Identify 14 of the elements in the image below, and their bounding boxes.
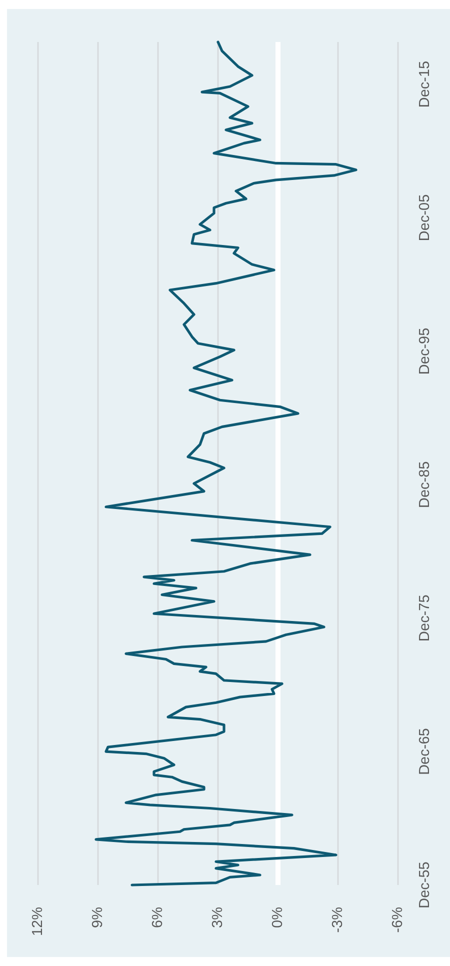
x-tick-label: 3% bbox=[210, 906, 226, 928]
x-tick-label: -3% bbox=[330, 906, 346, 933]
x-tick-label: 9% bbox=[90, 906, 106, 928]
x-tick-label: -6% bbox=[390, 906, 406, 933]
y-tick-label: Dec-05 bbox=[416, 194, 433, 242]
y-tick-label: Dec-75 bbox=[416, 594, 433, 642]
x-tick-label: 12% bbox=[30, 906, 46, 936]
x-tick-label: 6% bbox=[150, 906, 166, 928]
y-tick-label: Dec-85 bbox=[416, 461, 433, 508]
y-tick-label: Dec-15 bbox=[416, 60, 433, 108]
x-tick-label: 0% bbox=[270, 906, 286, 928]
y-tick-label: Dec-65 bbox=[416, 728, 433, 775]
y-tick-label: Dec-55 bbox=[416, 862, 433, 908]
y-tick-label: Dec-95 bbox=[416, 328, 433, 375]
